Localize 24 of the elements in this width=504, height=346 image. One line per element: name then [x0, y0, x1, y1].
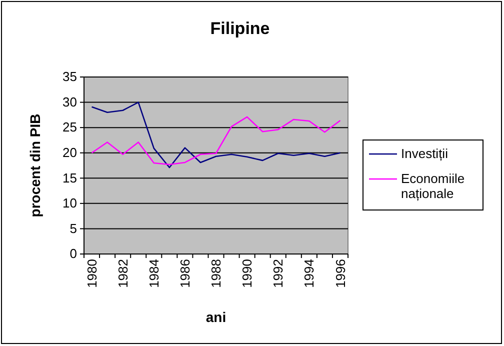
x-tick-label: 1984 — [146, 259, 162, 288]
y-tick-label: 10 — [62, 196, 77, 211]
x-tick-label: 1986 — [177, 259, 192, 288]
line-series — [91, 102, 341, 168]
x-axis-title: ani — [206, 309, 226, 325]
y-tick-label: 0 — [70, 246, 77, 262]
x-tick-label: 1988 — [208, 259, 224, 288]
x-tick-label: 1980 — [84, 259, 100, 288]
x-tick-label: 1990 — [240, 259, 255, 288]
y-tick-label: 30 — [62, 94, 77, 110]
y-tick-label: 5 — [70, 220, 77, 236]
x-tick-label: 1996 — [332, 259, 348, 288]
chart-title: Filipine — [210, 19, 270, 38]
y-tick-label: 25 — [62, 120, 77, 135]
x-tick-label: 1982 — [115, 259, 130, 288]
y-axis-title: procent din PIB — [27, 114, 43, 218]
legend-label: Economiile naționale — [401, 171, 465, 201]
x-tick-label: 1994 — [302, 259, 317, 288]
y-tick-label: 35 — [62, 69, 77, 84]
legend-label: Investiții — [401, 146, 448, 161]
y-tick-label: 15 — [62, 170, 77, 186]
y-tick-label: 20 — [62, 145, 77, 160]
x-tick-label: 1992 — [270, 259, 286, 288]
line-series — [91, 116, 341, 166]
